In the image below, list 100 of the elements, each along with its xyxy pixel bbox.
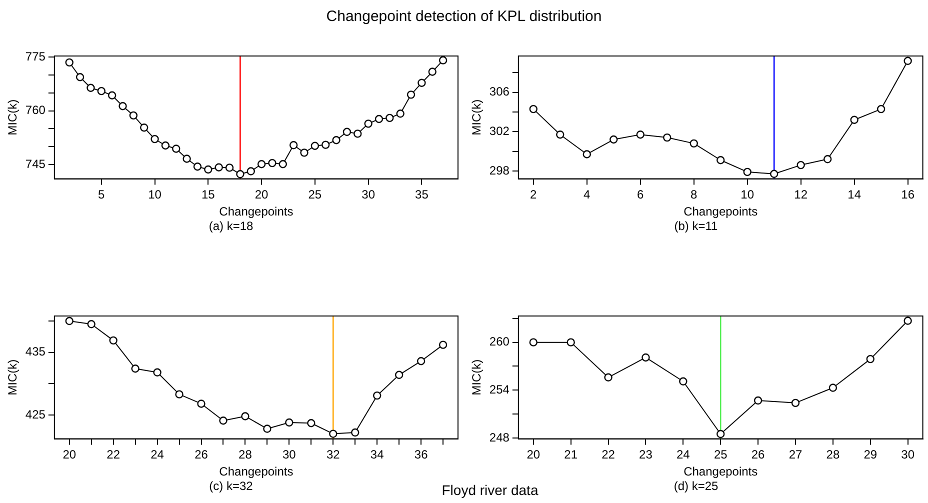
- x-tick-label: 34: [370, 447, 384, 462]
- x-tick-label: 6: [637, 187, 644, 202]
- chart-title: Changepoint detection of KPL distribution: [325, 8, 603, 25]
- point: [438, 340, 448, 349]
- point: [289, 141, 298, 150]
- point: [241, 412, 250, 420]
- point: [322, 140, 330, 149]
- point: [108, 91, 116, 100]
- x-tick-label: 25: [714, 447, 728, 462]
- y-axis-title: MIC(k): [6, 359, 20, 396]
- x-tick-label: 20: [62, 447, 76, 462]
- x-tick-label: 12: [794, 187, 808, 202]
- point: [386, 114, 394, 122]
- text: (b) k=11: [674, 219, 718, 234]
- point: [716, 156, 725, 164]
- point: [604, 373, 612, 382]
- x-tick-label: 20: [526, 447, 540, 462]
- point: [904, 316, 912, 325]
- x-tick-label: 30: [901, 447, 915, 462]
- x-axis-title: Changepoints: [684, 464, 758, 479]
- point: [263, 424, 272, 433]
- point: [354, 130, 362, 138]
- point: [679, 377, 688, 386]
- point: [416, 357, 426, 366]
- point: [65, 58, 74, 67]
- point: [823, 155, 832, 164]
- point: [329, 430, 338, 438]
- x-tick-label: 21: [564, 447, 578, 462]
- y-tick-label: 760: [25, 103, 46, 118]
- x-tick-label: 10: [740, 187, 754, 202]
- x-tick-label: 28: [826, 447, 840, 462]
- y-axis-title: MIC(k): [470, 359, 484, 396]
- point: [268, 158, 276, 168]
- point: [300, 148, 308, 157]
- x-tick-label: 20: [254, 187, 269, 202]
- point: [394, 370, 404, 379]
- y-tick-label: 425: [25, 407, 46, 422]
- x-tick-label: 24: [150, 447, 164, 462]
- point: [796, 160, 805, 170]
- y-tick-label: 260: [489, 334, 510, 349]
- point: [175, 390, 184, 398]
- point: [257, 160, 266, 168]
- point: [373, 391, 382, 400]
- point: [610, 135, 618, 144]
- x-tick-label: 22: [602, 447, 616, 462]
- point: [214, 163, 223, 172]
- point: [285, 418, 294, 427]
- y-tick-label: 248: [489, 430, 510, 444]
- point: [418, 78, 426, 87]
- point: [97, 86, 106, 96]
- point: [663, 133, 672, 142]
- point: [225, 164, 234, 172]
- x-tick-label: 23: [639, 447, 653, 462]
- point: [65, 316, 74, 326]
- point: [716, 430, 725, 438]
- x-tick-label: 30: [362, 187, 376, 202]
- x-tick-label: 2: [530, 187, 538, 202]
- point: [754, 396, 762, 405]
- point: [118, 102, 127, 110]
- point: [87, 320, 96, 328]
- point: [791, 398, 800, 408]
- x-axis-title: Changepoints: [219, 204, 294, 219]
- point: [556, 130, 564, 139]
- point: [278, 160, 287, 168]
- point: [582, 150, 591, 158]
- text: (a) k=18: [208, 219, 254, 234]
- y-tick-label: 302: [489, 124, 510, 138]
- point: [428, 68, 436, 76]
- x-tick-label: 36: [414, 447, 428, 462]
- point: [129, 111, 138, 120]
- point: [182, 154, 191, 163]
- x-tick-label: 5: [98, 187, 106, 202]
- point: [219, 416, 228, 425]
- x-tick-label: 32: [326, 447, 340, 462]
- point: [636, 130, 644, 139]
- y-tick-label: 254: [489, 382, 510, 396]
- point: [529, 104, 538, 114]
- text: (c) k=32: [209, 479, 254, 494]
- point: [76, 73, 84, 82]
- point: [86, 84, 95, 92]
- point: [690, 139, 698, 148]
- point: [153, 368, 162, 376]
- x-axis-title: Changepoints: [219, 464, 294, 479]
- point: [850, 116, 858, 124]
- x-tick-label: 35: [415, 187, 429, 202]
- point: [351, 428, 360, 437]
- point: [332, 136, 340, 144]
- point: [828, 384, 838, 392]
- point: [172, 144, 180, 153]
- point: [529, 338, 538, 346]
- y-tick-label: 306: [489, 84, 510, 99]
- x-tick-label: 24: [676, 447, 690, 462]
- point: [566, 338, 575, 346]
- y-tick-label: 745: [25, 156, 46, 171]
- point: [396, 110, 404, 118]
- point: [876, 104, 886, 114]
- point: [131, 364, 140, 373]
- point: [364, 120, 372, 128]
- point: [307, 419, 316, 428]
- x-axis-title: Changepoints: [684, 204, 758, 219]
